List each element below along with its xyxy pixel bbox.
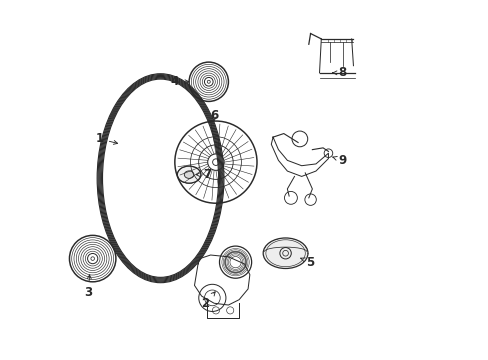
- Text: 8: 8: [332, 66, 346, 79]
- Text: 3: 3: [84, 275, 92, 299]
- Text: 7: 7: [196, 168, 211, 181]
- Ellipse shape: [177, 166, 201, 183]
- Text: 9: 9: [332, 154, 346, 167]
- Text: 1: 1: [96, 132, 117, 145]
- Ellipse shape: [263, 238, 307, 269]
- Text: 6: 6: [209, 109, 218, 122]
- Text: 4: 4: [170, 75, 188, 88]
- Text: 2: 2: [201, 292, 215, 310]
- Text: 5: 5: [300, 256, 314, 269]
- Ellipse shape: [184, 171, 194, 179]
